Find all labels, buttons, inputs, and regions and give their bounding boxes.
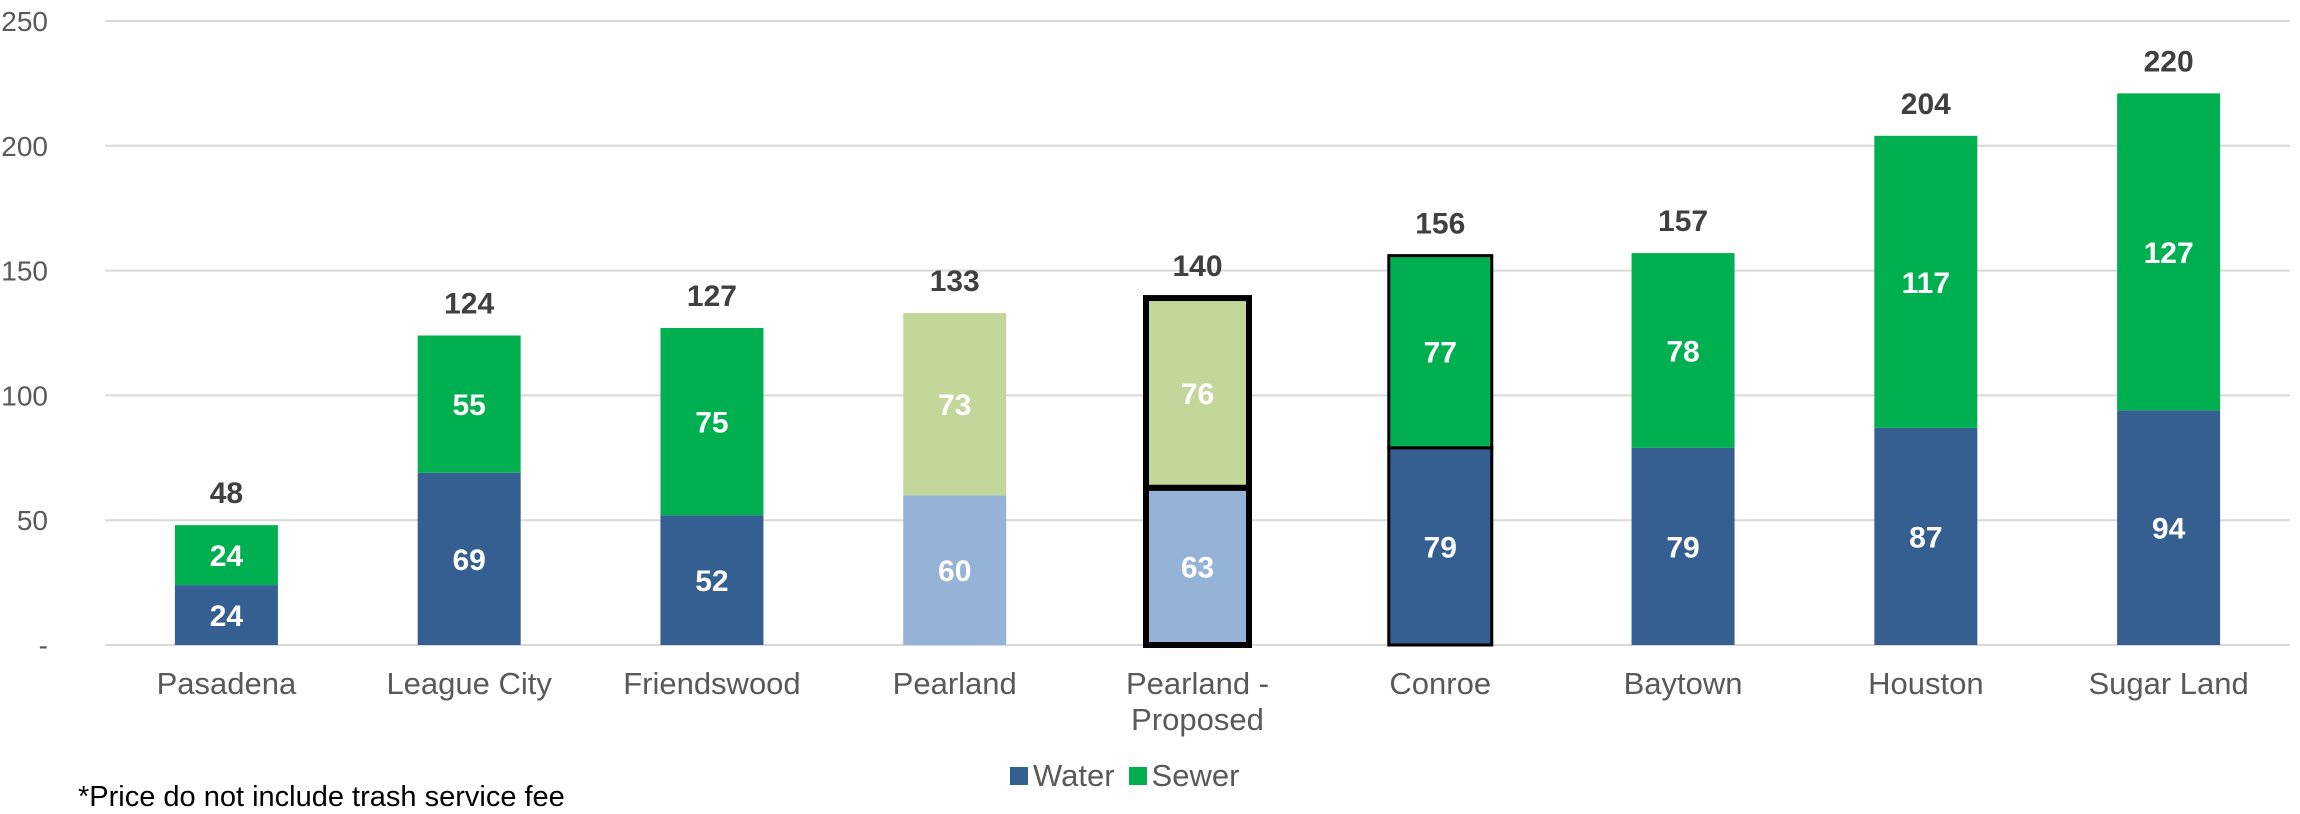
data-label-water: 24: [210, 600, 244, 633]
data-label-water: 63: [1181, 551, 1214, 584]
bar-segment-sewer: [2117, 93, 2221, 411]
data-label-sewer: 24: [210, 540, 244, 573]
y-tick-label: 150: [1, 256, 48, 287]
legend-label-sewer: Sewer: [1151, 758, 1240, 793]
y-tick-label: -: [39, 630, 48, 661]
x-tick-label: Sugar Land: [2088, 666, 2248, 701]
x-tick-label-line: Baytown: [1624, 666, 1743, 701]
stacked-bar-chart: - 50 100 150 200 250 24 24 48 69 55 124 52 75 127 60 73…: [1, 6, 2290, 737]
data-label-total: 127: [687, 280, 737, 313]
bar-segment-sewer: [417, 335, 521, 473]
bar-segment-water: [2117, 410, 2221, 645]
bar-segment-sewer: [174, 525, 278, 586]
data-label-total: 220: [2144, 45, 2194, 78]
bar-segment-sewer: [660, 328, 764, 516]
x-tick-label: Baytown: [1624, 666, 1743, 701]
data-label-water: 94: [2152, 513, 2186, 546]
data-label-water: 52: [695, 565, 728, 598]
data-label-total: 204: [1901, 88, 1951, 121]
bar-segment-water: [1631, 447, 1735, 645]
bar-segment-water: [1874, 427, 1978, 645]
data-label-water: 69: [452, 544, 485, 577]
bar-segment-water: [1143, 484, 1252, 649]
bars: 24 24 48 69 55 124 52 75 127 60 73 133 63 76 140 79 77 15…: [174, 45, 2221, 649]
data-label-sewer: 78: [1666, 335, 1699, 368]
bar-segment-water: [417, 472, 521, 645]
bar-segment-water: [1387, 446, 1494, 647]
bar-segment-sewer: [903, 313, 1007, 496]
y-tick-label: 200: [1, 131, 48, 162]
x-tick-label: Pearland -Proposed: [1126, 666, 1269, 737]
data-label-total: 133: [930, 265, 980, 298]
x-tick-label: League City: [386, 666, 552, 701]
bar-segment-water: [660, 515, 764, 645]
x-tick-label: Conroe: [1389, 666, 1491, 701]
data-label-water: 60: [938, 555, 971, 588]
legend-item-sewer: Sewer: [1128, 758, 1240, 794]
data-label-sewer: 77: [1424, 337, 1457, 370]
bar-segment-sewer: [1143, 295, 1252, 491]
x-tick-label: Pasadena: [157, 666, 297, 701]
y-tick-label: 100: [1, 380, 48, 411]
x-tick-label: Houston: [1868, 666, 1983, 701]
data-label-sewer: 55: [452, 389, 485, 422]
data-label-sewer: 127: [2144, 237, 2194, 270]
legend-label-water: Water: [1033, 758, 1115, 793]
x-tick-label-line: Pasadena: [157, 666, 297, 701]
x-tick-label-line: Houston: [1868, 666, 1983, 701]
data-label-total: 124: [444, 287, 494, 320]
x-tick-label-line: Conroe: [1389, 666, 1491, 701]
data-label-total: 48: [210, 477, 243, 510]
legend-swatch-water: [1010, 767, 1028, 785]
footnote: *Price do not include trash service fee: [78, 781, 565, 813]
y-tick-label: 50: [17, 505, 48, 536]
bar-segment-sewer: [1631, 253, 1735, 448]
bar-segment-sewer: [1387, 254, 1494, 450]
bar-segment-water: [174, 585, 278, 645]
legend-item-water: Water: [1010, 758, 1115, 794]
data-label-total: 140: [1172, 250, 1222, 283]
x-tick-label-line: League City: [386, 666, 552, 701]
data-label-sewer: 75: [695, 407, 728, 440]
data-label-sewer: 73: [938, 389, 971, 422]
x-tick-label-line: Proposed: [1131, 702, 1264, 737]
x-tick-label-line: Pearland -: [1126, 666, 1269, 701]
x-axis-labels: Pasadena League City Friendswood Pearland Pe…: [157, 666, 2249, 737]
legend: Water Sewer: [1010, 758, 1253, 794]
x-tick-label-line: Friendswood: [623, 666, 800, 701]
y-tick-label: 250: [1, 6, 48, 37]
data-label-total: 157: [1658, 205, 1708, 238]
bar-segment-sewer: [1874, 135, 1978, 428]
bar-segment-water: [903, 495, 1007, 645]
legend-swatch-sewer: [1128, 767, 1147, 785]
x-tick-label: Friendswood: [623, 666, 800, 701]
data-label-total: 156: [1415, 208, 1465, 241]
x-tick-label: Pearland: [893, 666, 1017, 701]
data-label-water: 79: [1424, 531, 1457, 564]
data-label-water: 79: [1666, 531, 1699, 564]
y-axis-ticks: - 50 100 150 200 250: [1, 6, 48, 661]
data-label-sewer: 76: [1181, 378, 1214, 411]
x-tick-label-line: Pearland: [893, 666, 1017, 701]
x-tick-label-line: Sugar Land: [2088, 666, 2248, 701]
data-label-sewer: 117: [1902, 267, 1950, 300]
data-label-water: 87: [1909, 521, 1942, 554]
